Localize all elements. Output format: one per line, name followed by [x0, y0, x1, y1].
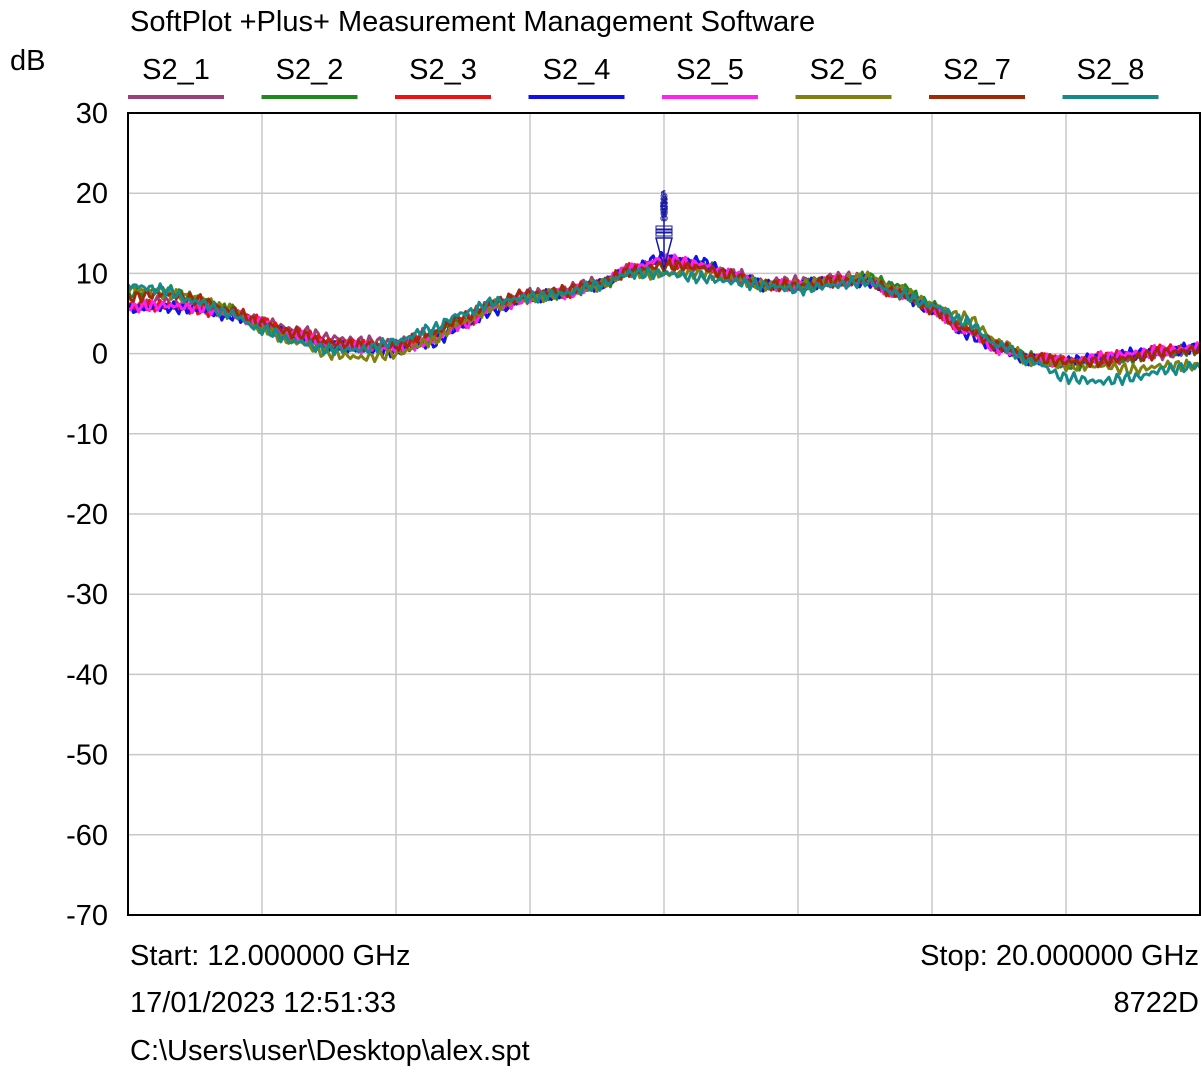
start-frequency: Start: 12.000000 GHz [130, 940, 411, 972]
legend-label: S2_1 [142, 54, 210, 86]
legend-label: S2_8 [1077, 54, 1145, 86]
legend-label: S2_3 [409, 54, 477, 86]
y-unit-label: dB [10, 45, 46, 77]
y-tick-label: -40 [66, 659, 108, 691]
marker-box [655, 228, 673, 234]
y-tick-label: -10 [66, 419, 108, 451]
y-tick-label: -70 [66, 900, 108, 932]
legend: S2_1 S2_2 S2_3 S2_4 S2_5 S2_6 S2_7 S2_8 [128, 54, 1159, 99]
marker-label: 4 [660, 196, 668, 212]
marker-label: 5 [660, 199, 668, 215]
y-tick-label: -20 [66, 499, 108, 531]
stop-frequency: Stop: 20.000000 GHz [920, 940, 1199, 972]
legend-label: S2_7 [943, 54, 1011, 86]
y-tick-label: 30 [76, 98, 108, 130]
peak-marker: 12345678 [655, 187, 673, 271]
marker-label: 3 [660, 193, 668, 209]
plot-frame [127, 112, 1201, 916]
y-tick-label: -60 [66, 820, 108, 852]
y-tick-label: 0 [92, 339, 108, 371]
marker-box [655, 231, 673, 237]
marker-label: 2 [660, 190, 668, 206]
instrument-model: 8722D [1113, 987, 1199, 1019]
y-tick-label: 10 [76, 258, 108, 290]
y-tick-label: -30 [66, 579, 108, 611]
timestamp: 17/01/2023 12:51:33 [130, 987, 397, 1019]
marker-arrow-icon [655, 237, 673, 271]
y-tick-label: 20 [76, 178, 108, 210]
file-path: C:\Users\user\Desktop\alex.spt [130, 1035, 530, 1067]
y-tick-label: -50 [66, 740, 108, 772]
legend-label: S2_4 [543, 54, 611, 86]
y-axis-ticks: 30 20 10 0 -10 -20 -30 -40 -50 -60 -70 [66, 98, 108, 932]
trace-s2_8 [128, 266, 1200, 387]
legend-label: S2_6 [810, 54, 878, 86]
marker-label: 1 [660, 187, 668, 203]
marker-box [655, 225, 673, 231]
app-title: SoftPlot +Plus+ Measurement Management S… [130, 6, 816, 38]
legend-label: S2_2 [276, 54, 344, 86]
legend-label: S2_5 [676, 54, 744, 86]
